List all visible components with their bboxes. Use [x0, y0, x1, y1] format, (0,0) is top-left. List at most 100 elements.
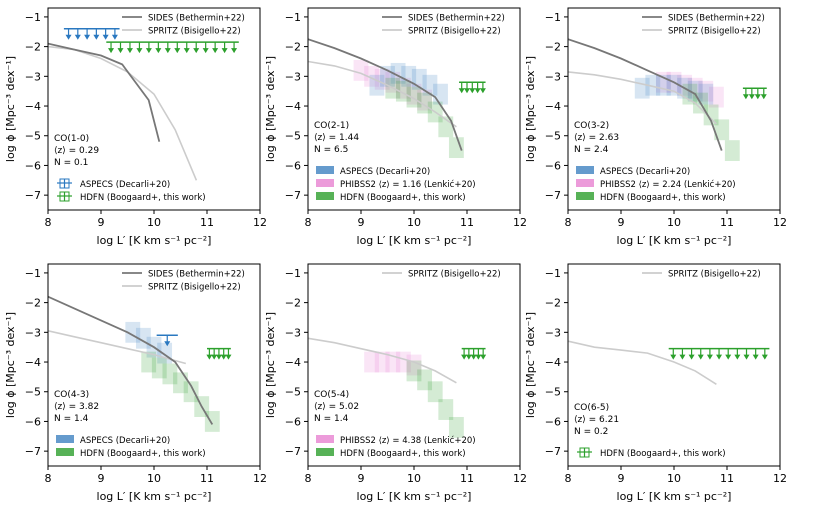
phibss2-box: [364, 65, 380, 87]
info-transition: CO(4-3): [54, 390, 89, 400]
legend-spritz-label: SPRITZ (Bisigello+22): [668, 27, 761, 37]
y-tick-label: −3: [25, 70, 41, 83]
legend-swatch: [316, 448, 334, 456]
legend-swatch: [576, 192, 594, 200]
y-axis-label: log ϕ [Mpc⁻³ dex⁻¹]: [524, 312, 537, 418]
hdfn-box: [714, 119, 730, 141]
plot-area: [48, 295, 232, 432]
info-number: N = 0.1: [54, 158, 88, 168]
spritz-line: [308, 337, 457, 384]
x-tick-label: 8: [45, 472, 52, 485]
info-redshift: ⟨z⟩ = 3.82: [54, 402, 99, 412]
y-tick-label: −3: [285, 326, 301, 339]
panel-co5-4: 8 9 10 11 12 −7 −6 −5 −4 −3 −2 −1 log L′ [K km s⁻¹ p…: [264, 263, 527, 503]
x-tick-label: 11: [460, 216, 474, 229]
y-tick-label: −4: [25, 100, 41, 113]
x-tick-label: 12: [513, 216, 527, 229]
spritz-line: [308, 60, 457, 128]
y-tick-label: −1: [285, 11, 301, 24]
y-tick-label: −5: [285, 130, 301, 143]
x-axis-label: log L′ [K km s⁻¹ pc⁻²]: [357, 490, 472, 503]
hdfn-upper-limit-arrowhead: [743, 354, 750, 360]
hdfn-box: [703, 104, 719, 126]
legend-label: HDFN (Boogaard+, this work): [80, 193, 206, 203]
y-tick-label: −4: [285, 100, 301, 113]
hdfn-upper-limit-arrowhead: [480, 354, 487, 360]
hdfn-upper-limit-arrowhead: [211, 354, 218, 360]
x-axis-label: log L′ [K km s⁻¹ pc⁻²]: [97, 234, 212, 247]
panel-co3-2: 8 9 10 11 12 −7 −6 −5 −4 −3 −2 −1 log L′ [K km s⁻¹ p…: [524, 7, 787, 247]
legend-sides-label: SIDES (Bethermin+22): [148, 270, 245, 280]
hdfn-box: [141, 351, 157, 373]
aspecs-box: [401, 65, 417, 87]
y-tick-label: −6: [285, 159, 301, 172]
phibss2-box: [364, 351, 380, 373]
hdfn-upper-limit-arrowhead: [706, 354, 713, 360]
aspecs-upper-limit-arrowhead: [111, 34, 118, 40]
phibss2-box: [708, 86, 724, 108]
y-tick-label: −5: [545, 386, 561, 399]
phibss2-box: [698, 80, 714, 102]
legend-label: ASPECS (Decarli+20): [600, 167, 690, 177]
legend-label: ASPECS (Decarli+20): [80, 180, 170, 190]
hdfn-upper-limit-arrowhead: [670, 354, 677, 360]
x-axis-label: log L′ [K km s⁻¹ pc⁻²]: [617, 490, 732, 503]
hdfn-upper-limit-arrowhead: [464, 88, 470, 94]
hdfn-upper-limit-arrowhead: [126, 48, 133, 54]
hdfn-upper-limit-arrowhead: [752, 354, 759, 360]
hdfn-upper-limit-arrowhead: [742, 94, 749, 100]
x-tick-label: 11: [720, 216, 734, 229]
info-number: N = 6.5: [314, 145, 348, 155]
x-tick-label: 8: [45, 216, 52, 229]
hdfn-upper-limit-arrowhead: [136, 48, 143, 54]
hdfn-upper-limit-arrowhead: [458, 88, 465, 94]
hdfn-box: [448, 137, 464, 159]
legend-spritz-label: SPRITZ (Bisigello+22): [148, 283, 241, 293]
legend-swatch: [576, 166, 594, 174]
legend-spritz-label: SPRITZ (Bisigello+22): [408, 27, 501, 37]
aspecs-upper-limit-arrowhead: [65, 34, 72, 40]
hdfn-upper-limit-arrowhead: [470, 354, 477, 360]
y-tick-label: −6: [25, 415, 41, 428]
panel-co1-0: 8 9 10 11 12 −7 −6 −5 −4 −3 −2 −1 log L′ [K km s⁻¹ p…: [4, 7, 267, 247]
x-tick-label: 10: [407, 472, 421, 485]
panel-co6-5: 8 9 10 11 12 −7 −6 −5 −4 −3 −2 −1 log L′ [K km s⁻¹ p…: [524, 263, 787, 503]
hdfn-upper-limit-arrowhead: [748, 94, 755, 100]
x-tick-label: 10: [667, 472, 681, 485]
hdfn-upper-limit-arrowhead: [469, 88, 476, 94]
x-tick-label: 10: [147, 472, 161, 485]
x-tick-label: 12: [773, 472, 787, 485]
phibss2-box: [406, 354, 422, 376]
hdfn-upper-limit-arrowhead: [174, 48, 181, 54]
y-tick-label: −1: [25, 11, 41, 24]
hdfn-upper-limit-arrowhead: [688, 354, 695, 360]
hdfn-upper-limit-arrowhead: [193, 48, 200, 54]
spritz-line: [568, 340, 717, 385]
legend-label: ASPECS (Decarli+20): [80, 436, 170, 446]
sides-line: [48, 42, 161, 142]
y-axis-label: log ϕ [Mpc⁻³ dex⁻¹]: [264, 56, 277, 162]
y-axis-label: log ϕ [Mpc⁻³ dex⁻¹]: [4, 312, 17, 418]
hdfn-upper-limit-arrowhead: [202, 48, 209, 54]
hdfn-box: [395, 80, 411, 102]
y-tick-label: −4: [285, 356, 301, 369]
hdfn-upper-limit-arrowhead: [221, 48, 228, 54]
y-tick-label: −3: [545, 326, 561, 339]
y-tick-label: −6: [25, 159, 41, 172]
y-tick-label: −2: [25, 41, 41, 54]
y-tick-label: −7: [545, 189, 561, 202]
hdfn-upper-limit-arrowhead: [760, 94, 767, 100]
y-tick-label: −7: [25, 189, 41, 202]
hdfn-upper-limit-arrowhead: [215, 354, 222, 360]
x-tick-label: 11: [200, 472, 214, 485]
y-tick-label: −5: [25, 386, 41, 399]
info-redshift: ⟨z⟩ = 6.21: [574, 415, 619, 425]
phibss2-box: [687, 77, 703, 99]
legend-swatch: [56, 435, 74, 443]
x-tick-label: 12: [253, 216, 267, 229]
x-tick-label: 12: [773, 216, 787, 229]
x-tick-label: 9: [618, 216, 625, 229]
legend-swatch: [576, 179, 594, 187]
aspecs-box: [698, 83, 714, 105]
